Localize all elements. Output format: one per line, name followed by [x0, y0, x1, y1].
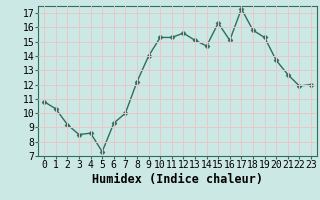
X-axis label: Humidex (Indice chaleur): Humidex (Indice chaleur) — [92, 173, 263, 186]
